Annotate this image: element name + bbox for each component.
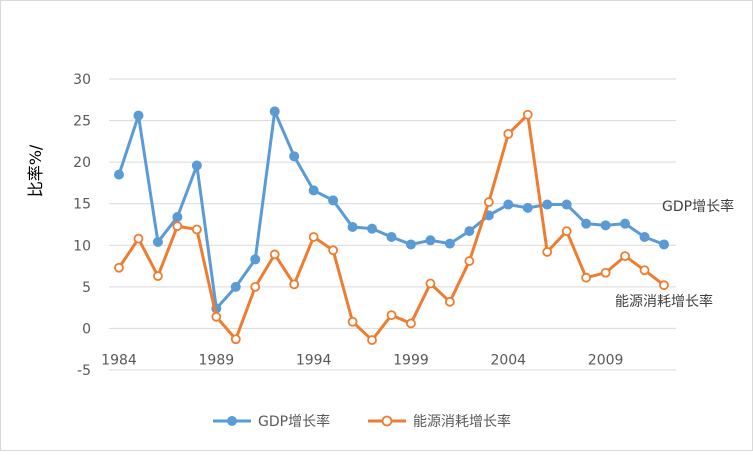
series-label: 能源消耗增长率	[615, 293, 713, 310]
data-point	[172, 221, 183, 232]
data-point	[269, 106, 280, 117]
data-point	[211, 311, 222, 322]
data-point	[464, 256, 475, 266]
data-point	[386, 231, 397, 242]
y-axis-ticks: 30 25 20 15 10 5 0 -5	[73, 72, 91, 379]
data-point	[522, 202, 533, 213]
data-point	[444, 238, 455, 249]
y-tick-label: 25	[73, 114, 91, 130]
data-point	[639, 265, 650, 276]
data-point	[425, 235, 436, 246]
y-tick-label: 5	[82, 280, 91, 296]
legend-label: GDP增长率	[258, 413, 330, 430]
legend-marker	[381, 415, 393, 427]
data-point	[308, 232, 319, 242]
data-point	[405, 239, 416, 250]
data-point	[464, 226, 475, 237]
data-point	[542, 247, 553, 257]
legend-entry: GDP增长率	[213, 413, 330, 430]
data-point	[152, 236, 163, 247]
data-point	[347, 316, 358, 327]
x-tick-label: 1999	[393, 352, 429, 368]
data-point	[347, 221, 358, 232]
data-point	[289, 279, 300, 290]
data-point	[367, 223, 378, 234]
y-tick-label: 30	[73, 72, 91, 88]
legend-marker	[227, 416, 237, 426]
data-point	[425, 278, 436, 289]
data-point	[581, 272, 592, 283]
data-point	[600, 267, 611, 278]
data-point	[522, 109, 533, 120]
data-point	[639, 231, 650, 242]
y-tick-label: 20	[73, 155, 91, 171]
data-point	[367, 335, 377, 345]
data-point	[328, 195, 339, 206]
x-tick-label: 2009	[588, 352, 624, 368]
data-point	[542, 199, 553, 210]
data-point	[191, 224, 202, 235]
x-tick-label: 1989	[199, 352, 235, 368]
data-point	[561, 226, 572, 237]
legend-entry: 能源消耗增长率	[368, 413, 511, 430]
data-point	[620, 218, 631, 229]
data-point	[581, 218, 592, 229]
data-point	[230, 334, 241, 345]
data-point	[444, 296, 455, 307]
data-point	[191, 160, 202, 171]
data-point	[659, 239, 669, 250]
data-point	[600, 220, 611, 231]
data-point	[503, 199, 514, 210]
y-tick-label: -5	[77, 363, 91, 379]
data-point	[133, 110, 144, 121]
data-point	[659, 280, 669, 291]
y-tick-label: 15	[73, 197, 91, 213]
x-tick-label: 1984	[101, 352, 137, 368]
data-point	[153, 271, 163, 281]
data-point	[503, 128, 514, 139]
data-point	[483, 197, 494, 207]
data-point	[289, 151, 300, 162]
data-point	[308, 185, 319, 196]
series-2	[114, 109, 669, 345]
data-point	[269, 249, 280, 260]
legend: GDP增长率 能源消耗增长率	[213, 413, 511, 430]
data-point	[250, 281, 261, 292]
data-point	[561, 199, 572, 210]
data-point	[250, 254, 261, 265]
y-tick-label: 10	[73, 238, 91, 254]
data-point	[133, 233, 144, 244]
x-tick-label: 1994	[296, 352, 332, 368]
data-point	[114, 262, 124, 273]
data-point	[172, 212, 183, 223]
data-point	[386, 310, 397, 321]
data-point	[230, 281, 241, 292]
y-axis-label: 比率%/	[26, 144, 45, 197]
data-point	[114, 169, 124, 180]
series-label: GDP增长率	[662, 198, 734, 215]
series	[114, 106, 669, 345]
x-tick-label: 2004	[490, 352, 526, 368]
data-point	[620, 251, 630, 261]
x-axis-ticks: 1984 1989 1994 1999 2004 2009	[101, 352, 623, 368]
y-tick-label: 0	[82, 321, 91, 337]
data-point	[406, 318, 416, 329]
data-point	[328, 245, 339, 256]
legend-label: 能源消耗增长率	[413, 413, 511, 430]
